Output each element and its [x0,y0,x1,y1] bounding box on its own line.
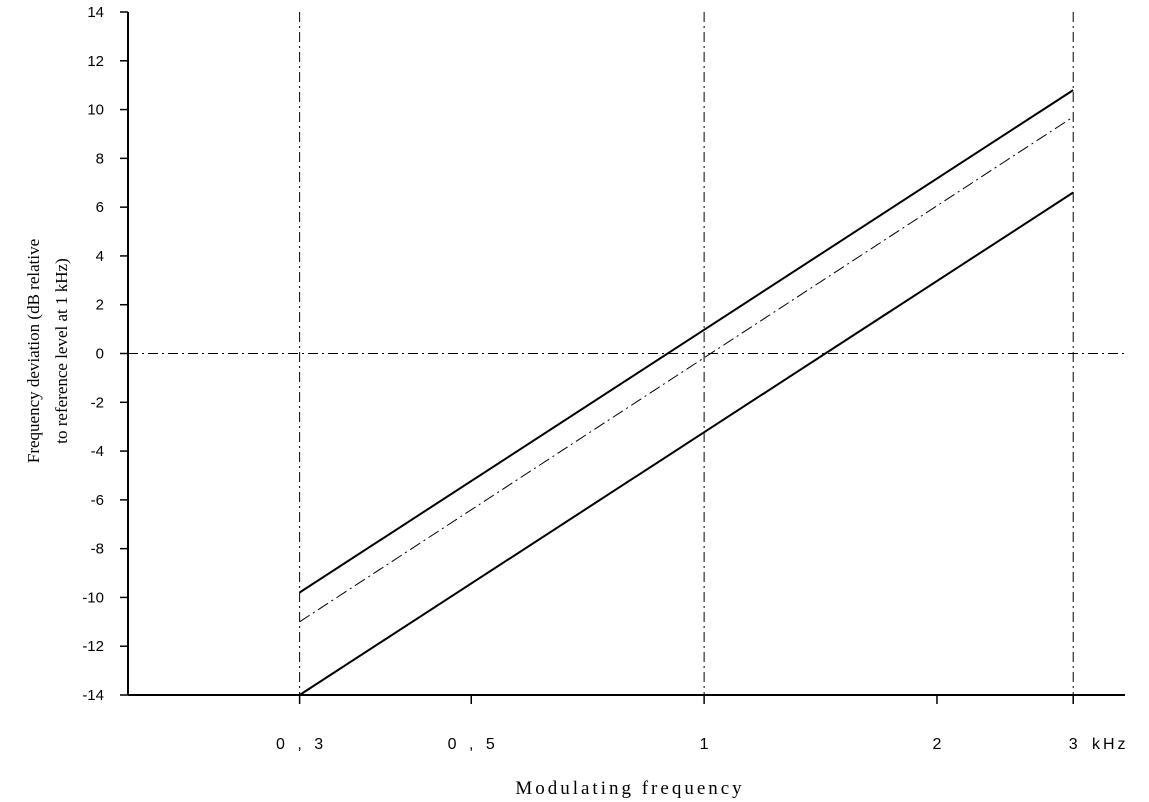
y-tick-label: -2 [91,394,104,411]
y-tick-label: -8 [91,541,104,558]
series-line-2 [299,116,1074,623]
x-tick-label: 0 , 5 [448,736,499,753]
y-tick-label: -4 [91,443,104,460]
y-tick-label: 2 [96,297,104,314]
x-unit-label: kHz [1092,736,1129,753]
y-tick-label: 12 [87,53,104,70]
y-tick-label: -14 [82,687,104,704]
y-tick-label: 6 [96,199,104,216]
x-tick-label: 3 [1069,736,1082,753]
y-tick-label: -12 [82,638,104,655]
reference-lines [128,12,1125,695]
y-tick-label: 0 [96,346,104,363]
y-tick-labels: 14 12 10 8 6 4 2 0 -2 -4 -6 -8 -10 -12 -14 [82,4,128,704]
series-lines [299,89,1074,696]
y-axis-title-line-2: to reference level at 1 kHz) [52,258,71,443]
y-tick-label: -6 [91,492,104,509]
x-tick-label: 1 [700,736,713,753]
x-tick-label: 2 [933,736,946,753]
y-tick-label: 10 [87,102,104,119]
y-tick-label: 14 [87,4,104,21]
y-tick-label: -10 [82,589,104,606]
x-tick-label: 0 , 3 [276,736,327,753]
x-tick-labels: 0 , 3 0 , 5 1 2 3 [276,695,1082,753]
y-axis-title-line-1: Frequency deviation (dB relative [24,239,43,463]
series-line-3 [299,191,1074,696]
y-tick-label: 8 [96,150,104,167]
y-tick-label: 4 [96,248,104,265]
series-line-1 [299,89,1074,594]
x-axis-title: Modulating frequency [515,778,744,799]
